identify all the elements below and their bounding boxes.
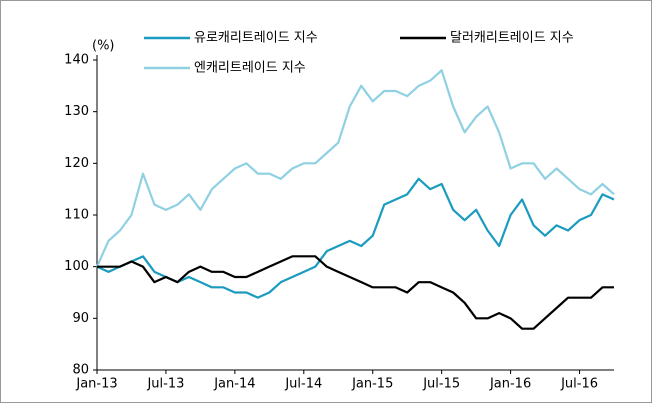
y-axis-label: (%) [92,39,115,54]
y-tick-label: 100 [64,259,89,274]
x-tick-label: Jul-13 [146,377,184,392]
legend-label: 달러캐리트레이드 지수 [450,31,574,46]
series-line [96,177,615,299]
x-tick-label: Jan-16 [489,377,531,392]
series-line [97,255,614,330]
x-tick-label: Jul-16 [560,377,598,392]
y-tick-label: 80 [72,363,89,378]
x-tick-label: Jan-14 [213,377,255,392]
x-tick-label: Jan-13 [75,377,117,392]
y-tick-label: 120 [64,156,89,171]
y-tick-label: 110 [64,208,89,223]
y-tick-label: 130 [64,104,89,119]
x-tick-label: Jul-15 [422,377,460,392]
legend-label: 유로캐리트레이드 지수 [194,31,318,46]
y-tick-label: 90 [72,311,89,326]
series-line [95,69,615,268]
x-tick-label: Jul-14 [284,377,322,392]
legend-label: 엔캐리트레이드 지수 [194,61,306,76]
y-tick-label: 140 [64,53,89,68]
x-tick-label: Jan-15 [351,377,393,392]
